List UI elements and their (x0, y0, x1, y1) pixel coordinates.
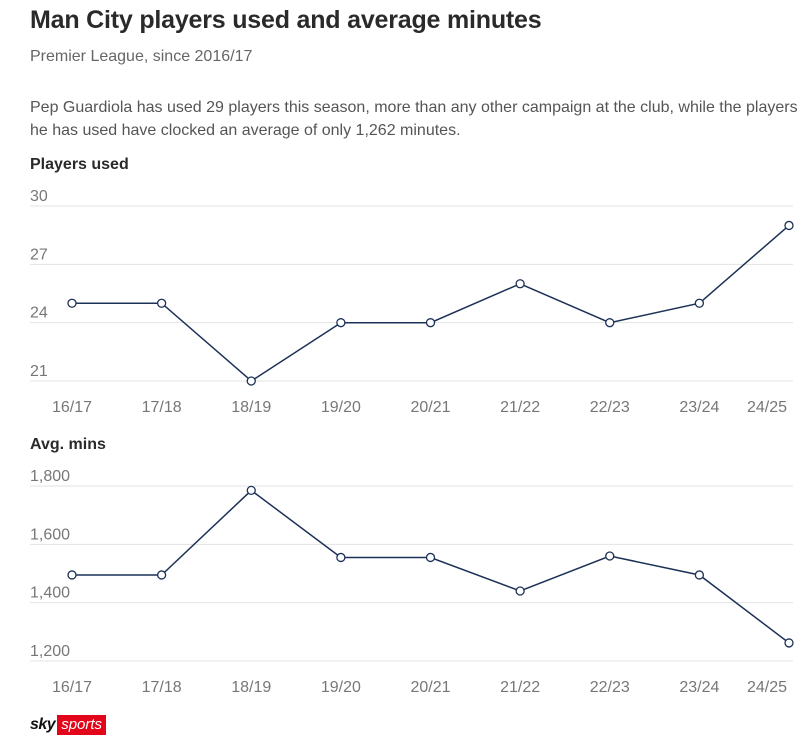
avg-mins-x-tick-label: 18/19 (231, 679, 271, 696)
avg-mins-y-tick-label: 1,600 (30, 526, 70, 543)
players-used-data-point (336, 318, 346, 328)
players-used-x-tick-label: 19/20 (321, 399, 361, 416)
avg-mins-data-point (246, 485, 256, 496)
players-used-data-point (515, 279, 525, 289)
players-used-y-tick-label: 21 (30, 363, 48, 380)
players-used-x-tick-label: 24/25 (747, 399, 787, 416)
logo-sports-text: sports (57, 715, 107, 735)
players-used-y-tick-label: 27 (30, 246, 48, 263)
avg-mins-x-tick-label: 24/25 (747, 679, 787, 696)
players-used-data-point (67, 298, 77, 308)
avg-mins-x-tick-label: 23/24 (679, 679, 719, 696)
chart-subtitle: Premier League, since 2016/17 (30, 48, 253, 65)
avg-mins-data-point (605, 551, 615, 561)
sky-sports-logo: sky sports (30, 714, 107, 736)
players-used-data-point (156, 298, 167, 308)
players-used-x-tick-label: 22/23 (590, 399, 630, 416)
players-used-data-point (246, 376, 256, 386)
avg-mins-x-tick-label: 17/18 (142, 679, 182, 696)
players-used-data-point (605, 318, 615, 328)
avg-mins-series-line (72, 489, 790, 644)
chart-description: Pep Guardiola has used 29 players this s… (30, 99, 798, 139)
players-used-x-tick-label: 23/24 (679, 399, 719, 416)
players-used-series-line (72, 224, 790, 382)
players-used-data-point (425, 318, 436, 328)
avg-mins-y-tick-label: 1,800 (30, 468, 70, 485)
avg-mins-data-point (425, 552, 436, 563)
players-used-data-point (784, 220, 794, 231)
avg-mins-x-tick-label: 19/20 (321, 679, 361, 696)
players-used-chart: 30 27 24 21 16/17 17/18 18/19 19/20 20/21 21/22 22… (30, 188, 794, 416)
players-used-x-tick-label: 21/22 (500, 399, 540, 416)
avg-mins-x-tick-label: 22/23 (590, 679, 630, 696)
players-used-data-point (694, 298, 705, 308)
avg-mins-x-tick-label: 21/22 (500, 679, 540, 696)
logo-sky-text: sky (30, 716, 56, 733)
players-used-chart-title: Players used (30, 156, 129, 173)
avg-mins-y-tick-label: 1,400 (30, 585, 70, 602)
avg-mins-data-point (336, 552, 346, 563)
avg-mins-y-tick-label: 1,200 (30, 643, 70, 660)
avg-mins-data-point (694, 570, 705, 580)
players-used-y-tick-label: 30 (30, 188, 48, 205)
players-used-x-tick-label: 20/21 (410, 399, 450, 416)
chart-title: Man City players used and average minute… (30, 6, 542, 34)
avg-mins-x-tick-label: 16/17 (52, 679, 92, 696)
players-used-x-tick-label: 17/18 (142, 399, 182, 416)
avg-mins-data-point (784, 638, 794, 648)
avg-mins-x-tick-label: 20/21 (410, 679, 450, 696)
players-used-x-tick-label: 16/17 (52, 399, 92, 416)
avg-mins-data-point (515, 586, 525, 596)
avg-mins-data-point (156, 570, 167, 580)
avg-mins-data-point (67, 570, 77, 580)
avg-mins-chart-title: Avg. mins (30, 436, 106, 453)
players-used-x-tick-label: 18/19 (231, 399, 271, 416)
players-used-y-tick-label: 24 (30, 305, 48, 322)
avg-mins-chart: 1,800 1,600 1,400 1,200 16/17 17/18 18/19 19/20… (30, 468, 794, 696)
